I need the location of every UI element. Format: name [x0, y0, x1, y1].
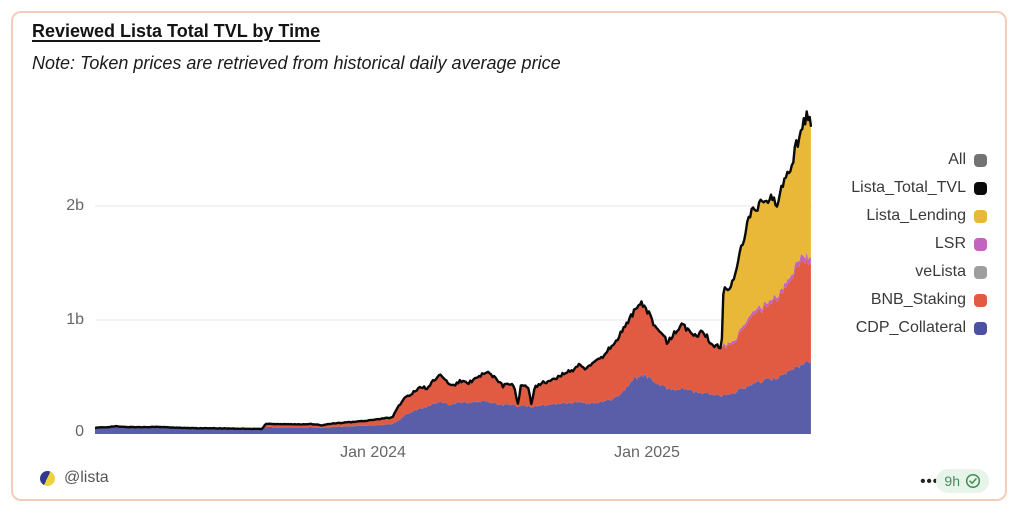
total-tvl-line	[95, 110, 812, 431]
legend-swatch-icon	[974, 293, 987, 307]
chart-card: Reviewed Lista Total TVL by Time Note: T…	[11, 11, 1007, 501]
legend-label: BNB_Staking	[870, 291, 966, 308]
legend-swatch-icon	[974, 209, 987, 223]
legend-item-cdp_collateral[interactable]: CDP_Collateral	[851, 314, 987, 342]
x-tick-jan-2025: Jan 2025	[614, 444, 680, 461]
legend-label: veLista	[915, 263, 966, 280]
legend-label: Lista_Lending	[866, 207, 966, 224]
author-handle: @lista	[64, 469, 109, 486]
legend-item-all[interactable]: All	[851, 146, 987, 174]
stacked-area-plot[interactable]	[95, 102, 812, 434]
legend-label: All	[948, 151, 966, 168]
y-tick-2b: 2b	[66, 197, 84, 214]
refresh-age-label: 9h	[944, 473, 960, 489]
lista-logo-icon	[40, 470, 55, 486]
legend-item-velista[interactable]: veLista	[851, 258, 987, 286]
x-tick-jan-2024: Jan 2024	[340, 444, 406, 461]
legend-swatch-icon	[974, 265, 987, 279]
verified-check-icon	[965, 473, 981, 489]
chart-note: Note: Token prices are retrieved from hi…	[32, 53, 561, 73]
chart-legend: All Lista_Total_TVL Lista_Lending LSR veList…	[851, 146, 987, 342]
legend-label: LSR	[934, 235, 966, 252]
area-cdp_collateral	[95, 360, 811, 434]
legend-label: Lista_Total_TVL	[851, 179, 966, 196]
legend-swatch-icon	[974, 321, 987, 335]
y-tick-1b: 1b	[66, 311, 84, 328]
legend-swatch-icon	[974, 153, 987, 167]
legend-label: CDP_Collateral	[855, 319, 966, 336]
y-tick-0: 0	[75, 423, 84, 440]
legend-item-lista_total_tvl[interactable]: Lista_Total_TVL	[851, 174, 987, 202]
legend-swatch-icon	[974, 181, 987, 195]
legend-item-bnb_staking[interactable]: BNB_Staking	[851, 286, 987, 314]
author-credit[interactable]: @lista	[40, 469, 109, 487]
legend-swatch-icon	[974, 237, 987, 251]
last-refresh-badge[interactable]: 9h	[936, 469, 989, 493]
more-options-button[interactable]: •••	[920, 473, 939, 490]
legend-item-lsr[interactable]: LSR	[851, 230, 987, 258]
legend-item-lista_lending[interactable]: Lista_Lending	[851, 202, 987, 230]
chart-title[interactable]: Reviewed Lista Total TVL by Time	[32, 21, 321, 41]
